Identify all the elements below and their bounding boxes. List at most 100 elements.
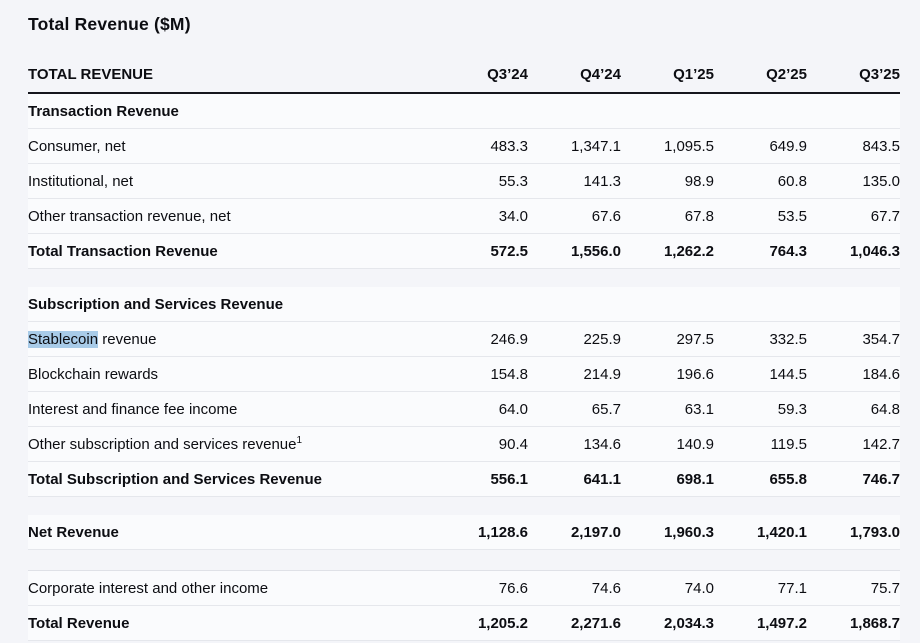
cell-value: 1,262.2 (663, 242, 714, 260)
cell-value: 746.7 (862, 470, 900, 488)
cell-value: 2,034.3 (663, 614, 714, 632)
cell-value: 75.7 (870, 579, 900, 597)
cell-value: 698.1 (676, 470, 714, 488)
cell-value: 141.3 (583, 172, 621, 190)
row-label: Blockchain rewards (28, 365, 159, 383)
cell-value: 332.5 (769, 330, 807, 348)
cell-value: 77.1 (777, 579, 807, 597)
cell-value: 154.8 (490, 365, 528, 383)
cell-value: 655.8 (769, 470, 807, 488)
column-header-q3-24: Q3’24 (487, 65, 528, 83)
cell-value: 98.9 (684, 172, 714, 190)
search-highlight: Stablecoin (28, 330, 99, 348)
cell-value: 53.5 (777, 207, 807, 225)
section-gap (28, 269, 900, 287)
row-label: Other transaction revenue, net (28, 207, 231, 225)
footnote-marker: 1 (296, 434, 303, 446)
cell-value: 34.0 (498, 207, 528, 225)
row-label: Institutional, net (28, 172, 134, 190)
cell-value: 1,347.1 (570, 137, 621, 155)
column-header-q1-25: Q1’25 (673, 65, 714, 83)
cell-value: 297.5 (676, 330, 714, 348)
cell-value: 483.3 (490, 137, 528, 155)
row-label: Consumer, net (28, 137, 126, 155)
total-row: Total Subscription and Services Revenue 5… (28, 462, 900, 497)
row-label: Interest and finance fee income (28, 400, 238, 418)
table-row: Corporate interest and other income 76.6 7… (28, 570, 900, 606)
cell-value: 225.9 (583, 330, 621, 348)
table-row: Interest and finance fee income 64.0 65.7 6… (28, 392, 900, 427)
cell-value: 2,271.6 (570, 614, 621, 632)
cell-value: 142.7 (862, 435, 900, 453)
cell-value: 641.1 (583, 470, 621, 488)
cell-value: 1,205.2 (477, 614, 528, 632)
cell-value: 134.6 (583, 435, 621, 453)
cell-value: 1,868.7 (849, 614, 900, 632)
cell-value: 64.8 (870, 400, 900, 418)
table-row: Other subscription and services revenue1… (28, 427, 900, 462)
cell-value: 74.6 (591, 579, 621, 597)
table-header-label: TOTAL REVENUE (28, 65, 154, 83)
cell-value: 65.7 (591, 400, 621, 418)
cell-value: 55.3 (498, 172, 528, 190)
cell-value: 1,095.5 (663, 137, 714, 155)
cell-value: 1,128.6 (477, 523, 528, 541)
row-label: Subscription and Services Revenue (28, 295, 284, 313)
cell-value: 59.3 (777, 400, 807, 418)
cell-value: 649.9 (769, 137, 807, 155)
row-label: Total Subscription and Services Revenue (28, 470, 322, 488)
cell-value: 144.5 (769, 365, 807, 383)
section-header-row: Subscription and Services Revenue (28, 287, 900, 322)
table-row: Institutional, net 55.3 141.3 98.9 60.8 135.0 (28, 164, 900, 199)
table-header-row: TOTAL REVENUE Q3’24 Q4’24 Q1’25 Q2’25 Q3… (28, 56, 900, 94)
cell-value: 354.7 (862, 330, 900, 348)
section-gap (28, 497, 900, 515)
row-label: Other subscription and services revenue1 (28, 434, 303, 453)
cell-value: 1,960.3 (663, 523, 714, 541)
row-label: Corporate interest and other income (28, 579, 269, 597)
table-row: Stablecoin revenue 246.9 225.9 297.5 332.5 35… (28, 322, 900, 357)
column-header-q4-24: Q4’24 (580, 65, 621, 83)
cell-value: 184.6 (862, 365, 900, 383)
revenue-table-body: Transaction Revenue Consumer, net 483.3 1,3… (28, 94, 900, 641)
cell-value: 556.1 (490, 470, 528, 488)
cell-value: 67.7 (870, 207, 900, 225)
cell-value: 67.8 (684, 207, 714, 225)
cell-value: 63.1 (684, 400, 714, 418)
cell-value: 119.5 (770, 435, 807, 453)
cell-value: 1,497.2 (756, 614, 807, 632)
cell-value: 76.6 (498, 579, 528, 597)
column-header-q2-25: Q2’25 (766, 65, 807, 83)
table-row: Other transaction revenue, net 34.0 67.6 67… (28, 199, 900, 234)
cell-value: 67.6 (591, 207, 621, 225)
row-label: Total Revenue (28, 614, 130, 632)
cell-value: 2,197.0 (570, 523, 621, 541)
cell-value: 246.9 (490, 330, 528, 348)
cell-value: 572.5 (490, 242, 528, 260)
cell-value: 90.4 (498, 435, 528, 453)
section-gap (28, 550, 900, 570)
row-label: Net Revenue (28, 523, 119, 541)
cell-value: 60.8 (777, 172, 807, 190)
cell-value: 764.3 (769, 242, 807, 260)
total-row: Total Revenue 1,205.2 2,271.6 2,034.3 1,497.… (28, 606, 900, 641)
total-row: Total Transaction Revenue 572.5 1,556.0 1,2… (28, 234, 900, 269)
row-label: Stablecoin revenue (28, 330, 157, 348)
cell-value: 214.9 (583, 365, 621, 383)
cell-value: 843.5 (862, 137, 900, 155)
table-row: Consumer, net 483.3 1,347.1 1,095.5 649.9 843… (28, 129, 900, 164)
total-row: Net Revenue 1,128.6 2,197.0 1,960.3 1,420.1 1… (28, 515, 900, 550)
cell-value: 135.0 (862, 172, 900, 190)
section-header-row: Transaction Revenue (28, 94, 900, 129)
column-header-q3-25: Q3’25 (859, 65, 900, 83)
row-label: Transaction Revenue (28, 102, 179, 120)
cell-value: 1,420.1 (756, 523, 807, 541)
cell-value: 1,046.3 (849, 242, 900, 260)
cell-value: 74.0 (684, 579, 714, 597)
cell-value: 1,556.0 (570, 242, 621, 260)
row-label: Total Transaction Revenue (28, 242, 218, 260)
cell-value: 1,793.0 (849, 523, 900, 541)
cell-value: 64.0 (498, 400, 528, 418)
table-row: Blockchain rewards 154.8 214.9 196.6 144.5 18… (28, 357, 900, 392)
